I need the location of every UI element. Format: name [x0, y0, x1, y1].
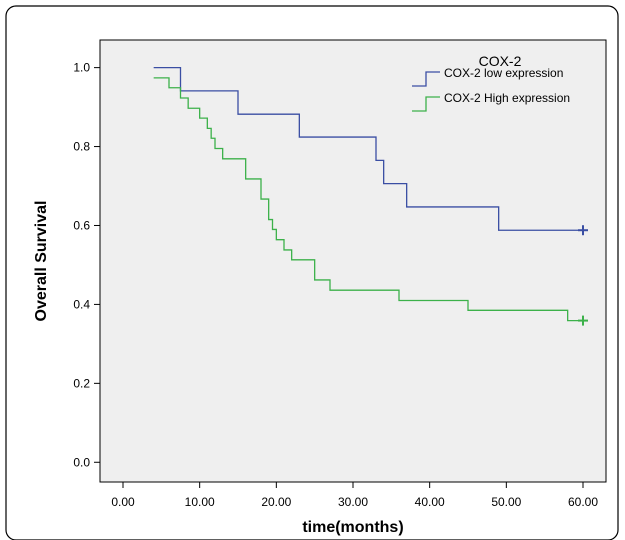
y-tick-label: 0.4	[73, 297, 90, 311]
x-tick-label: 30.00	[338, 495, 368, 509]
y-tick-label: 1.0	[73, 61, 90, 75]
legend: COX-2 COX-2 low expression COX-2 High ex…	[412, 53, 570, 112]
y-tick-label: 0.2	[73, 376, 90, 390]
plot-area	[99, 39, 607, 483]
y-tick-label: 0.0	[73, 455, 90, 469]
censor-mark	[578, 225, 588, 236]
x-tick-label: 10.00	[185, 495, 215, 509]
y-axis-title: Overall Survival	[33, 201, 50, 322]
legend-label-high-expression: COX-2 High expression	[444, 91, 570, 105]
legend-label-low-expression: COX-2 low expression	[444, 66, 563, 80]
x-tick-label: 60.00	[568, 495, 598, 509]
axes: 0.0 0.2 0.4 0.6 0.8 1.0 0.00 10.00 20.00 30.00 40.…	[73, 40, 606, 509]
legend-swatch-cox-2-high-expression	[412, 96, 440, 112]
series-line-cox-2-high-expression	[153, 77, 583, 322]
series-line-cox-2-low-expression	[153, 66, 583, 231]
y-tick-label: 0.8	[73, 140, 90, 154]
legend-swatch-cox-2-low-expression	[412, 71, 440, 87]
x-tick-label: 50.00	[491, 495, 521, 509]
y-tick-label: 0.6	[73, 218, 90, 232]
x-tick-label: 0.00	[111, 495, 135, 509]
x-axis-title: time(months)	[302, 519, 403, 536]
x-tick-label: 40.00	[415, 495, 445, 509]
censor-mark	[578, 315, 588, 326]
series-layer	[153, 66, 588, 326]
legend-title: COX-2	[479, 53, 522, 69]
x-tick-label: 20.00	[261, 495, 291, 509]
